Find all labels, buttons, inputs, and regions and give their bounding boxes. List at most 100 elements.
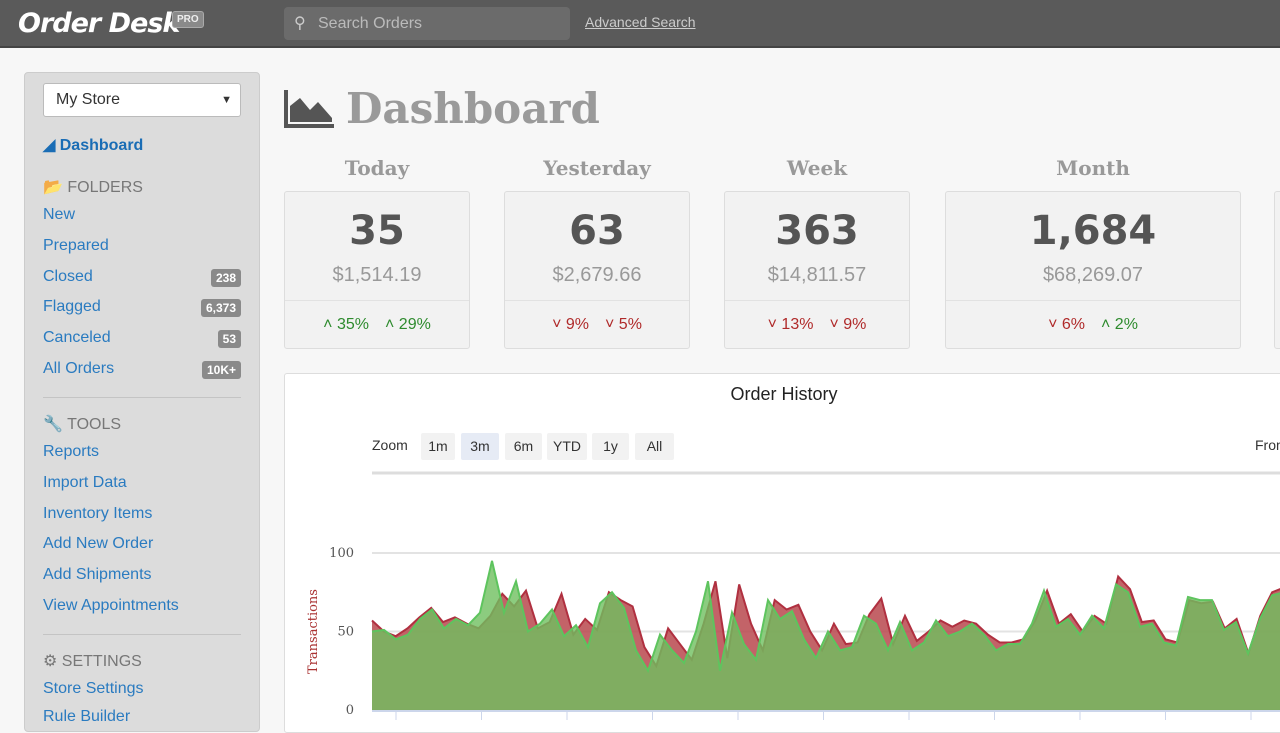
tools-header: 🔧 TOOLS — [43, 416, 122, 433]
stat-card: 363 $14,811.57 ˅ 13% ˅ 9% — [724, 191, 910, 349]
change-up: ˄ 2% — [1101, 316, 1138, 333]
search-placeholder: Search Orders — [318, 15, 423, 32]
sidebar-item-setting[interactable]: Store Settings — [43, 680, 144, 697]
sidebar-item-folder[interactable]: Canceled 53 — [43, 329, 241, 351]
zoom-button-YTD[interactable]: YTD — [547, 433, 587, 460]
folders-header: 📂 FOLDERS — [43, 179, 143, 196]
pro-badge: PRO — [172, 11, 204, 28]
y-tick-label: 50 — [337, 625, 354, 640]
label: All Orders — [43, 360, 115, 377]
count-badge: 10K+ — [201, 361, 241, 379]
sidebar-item-tool[interactable]: Add Shipments — [43, 566, 152, 584]
series-area — [372, 560, 1280, 710]
label: Closed — [43, 267, 93, 285]
label: Flagged — [43, 298, 101, 316]
chevron-up-icon: ˄ — [385, 316, 395, 333]
label: Canceled — [43, 329, 111, 347]
search-icon: ⚲ — [294, 15, 306, 32]
count-badge: 53 — [217, 330, 241, 349]
zoom-button-6m[interactable]: 6m — [505, 433, 542, 460]
order-count: 63 — [569, 208, 625, 254]
order-amount: $68,269.07 — [1042, 264, 1144, 286]
sidebar-item-folder[interactable]: Closed 238 — [43, 268, 241, 290]
top-bar: Order Desk PRO ⚲ Search Orders Advanced S… — [0, 0, 1280, 48]
chevron-down-icon: ˅ — [1048, 316, 1058, 333]
caret-down-icon: ▼ — [221, 94, 232, 106]
sidebar-item-folder[interactable]: Flagged 6,373 — [43, 298, 241, 320]
order-amount: $2,679.66 — [552, 264, 642, 286]
y-tick-label: 100 — [329, 546, 354, 561]
wrench-icon: 🔧 — [43, 416, 68, 433]
advanced-search-link[interactable]: Advanced Search — [585, 14, 696, 30]
label: New — [43, 206, 76, 223]
chevron-up-icon: ˄ — [1101, 316, 1111, 333]
sidebar-item-tool[interactable]: Add New Order — [43, 535, 154, 553]
zoom-label: Zoom — [372, 437, 408, 453]
y-tick-label: 0 — [346, 703, 354, 718]
settings-header: ⚙ SETTINGS — [43, 653, 142, 670]
store-select[interactable]: My Store ▼ — [43, 83, 241, 117]
change-down: ˅ 5% — [605, 316, 642, 333]
chevron-down-icon: ˅ — [829, 316, 839, 333]
change-up: ˄ 35% — [323, 316, 369, 333]
chart-plot: 0 50 100 Transactions — [306, 471, 1280, 720]
sidebar-item-tool[interactable]: Inventory Items — [43, 504, 153, 522]
count-badge: 6,373 — [200, 299, 241, 318]
gear-icon: ⚙ — [43, 653, 62, 670]
change-down: ˅ 13% — [767, 316, 814, 333]
change-row: ˄ 35% ˄ 29% — [285, 300, 469, 349]
chart-title: Order History — [730, 384, 838, 404]
area-chart-icon: ◢ — [43, 137, 60, 154]
zoom-button-All[interactable]: All — [635, 433, 674, 460]
stat-card — [1274, 191, 1280, 349]
sidebar-item-folder[interactable]: New — [43, 206, 241, 228]
label: Prepared — [43, 236, 109, 254]
stat-label: Yesterday — [543, 156, 651, 180]
count-badge: 238 — [210, 268, 241, 287]
divider — [43, 397, 241, 398]
change-row: ˅ 9% ˅ 5% — [505, 300, 689, 349]
change-down: ˅ 9% — [552, 316, 589, 333]
divider — [43, 634, 241, 635]
from-label: From — [1255, 437, 1280, 453]
sidebar-item-setting[interactable]: Rule Builder — [43, 708, 131, 725]
change-down: ˅ 9% — [829, 316, 867, 333]
stat-label: Today — [344, 156, 410, 180]
change-row: ˅ 6% ˄ 2% — [946, 300, 1240, 349]
folder-icon: 📂 — [43, 179, 68, 196]
chevron-down-icon: ˅ — [552, 316, 562, 333]
sidebar: My Store ▼ ◢ Dashboard 📂 FOLDERS New Prepa… — [24, 72, 260, 732]
chevron-down-icon: ˅ — [767, 316, 777, 333]
store-value: My Store — [56, 91, 121, 108]
sidebar-item-dashboard[interactable]: ◢ Dashboard — [43, 135, 241, 157]
sidebar-item-tool[interactable]: View Appointments — [43, 597, 179, 614]
zoom-button-1m[interactable]: 1m — [421, 433, 455, 460]
sidebar-item-folder[interactable]: Prepared — [43, 237, 241, 259]
order-count: 363 — [775, 208, 859, 254]
label: Dashboard — [59, 137, 144, 154]
order-amount: $14,811.57 — [767, 264, 867, 286]
order-count: 1,684 — [1029, 208, 1157, 254]
change-down: ˅ 6% — [1048, 316, 1085, 333]
change-row: ˅ 13% ˅ 9% — [725, 300, 909, 349]
zoom-button-3m[interactable]: 3m — [461, 433, 499, 460]
page-title: Dashboard — [346, 84, 600, 133]
logo[interactable]: Order Desk — [18, 8, 180, 39]
chevron-down-icon: ˅ — [605, 316, 615, 333]
stat-label: Week — [786, 156, 848, 180]
order-amount: $1,514.19 — [332, 264, 422, 286]
stat-card: 1,684 $68,269.07 ˅ 6% ˄ 2% — [945, 191, 1241, 349]
sidebar-item-tool[interactable]: Reports — [43, 443, 100, 460]
y-axis-label: Transactions — [306, 589, 321, 674]
area-chart-icon — [284, 90, 334, 128]
sidebar-item-tool[interactable]: Import Data — [43, 473, 127, 491]
sidebar-item-folder[interactable]: All Orders 10K+ — [43, 360, 241, 382]
stat-label: Month — [1056, 156, 1130, 180]
change-up: ˄ 29% — [385, 316, 431, 333]
search-input[interactable]: ⚲ Search Orders — [284, 7, 570, 40]
chevron-up-icon: ˄ — [323, 316, 333, 333]
order-count: 35 — [349, 208, 405, 254]
zoom-button-1y[interactable]: 1y — [592, 433, 629, 460]
stat-card: 63 $2,679.66 ˅ 9% ˅ 5% — [504, 191, 690, 349]
